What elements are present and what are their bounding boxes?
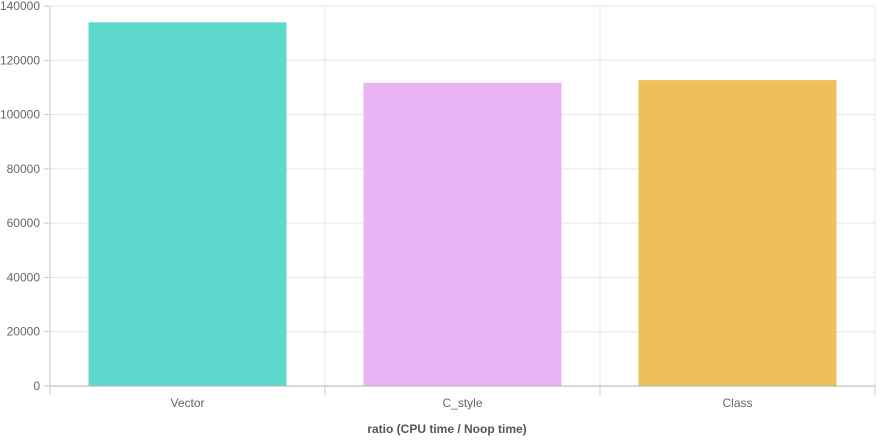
y-tick-label: 60000 xyxy=(7,216,41,230)
y-tick-label: 20000 xyxy=(7,325,41,339)
bar-class[interactable] xyxy=(638,80,837,386)
y-axis-tick-labels: 0 20000 40000 60000 80000 100000 120000 140000 xyxy=(0,0,40,393)
bar-c-style[interactable] xyxy=(363,82,562,387)
y-tick-label: 40000 xyxy=(7,270,41,284)
y-tick-label: 0 xyxy=(33,379,40,393)
x-tick-label: Vector xyxy=(170,396,204,410)
y-tick-label: 140000 xyxy=(0,0,40,13)
x-tick-label: C_style xyxy=(442,396,482,410)
axes xyxy=(44,5,876,395)
x-tick-label: Class xyxy=(722,396,752,410)
y-tick-label: 80000 xyxy=(7,162,41,176)
bar-vector[interactable] xyxy=(88,22,287,387)
x-axis-title: ratio (CPU time / Noop time) xyxy=(367,422,526,436)
x-axis-tick-labels: Vector C_style Class xyxy=(170,396,752,410)
y-tick-label: 100000 xyxy=(0,108,40,122)
y-tick-label: 120000 xyxy=(0,53,40,67)
bars xyxy=(88,22,837,387)
